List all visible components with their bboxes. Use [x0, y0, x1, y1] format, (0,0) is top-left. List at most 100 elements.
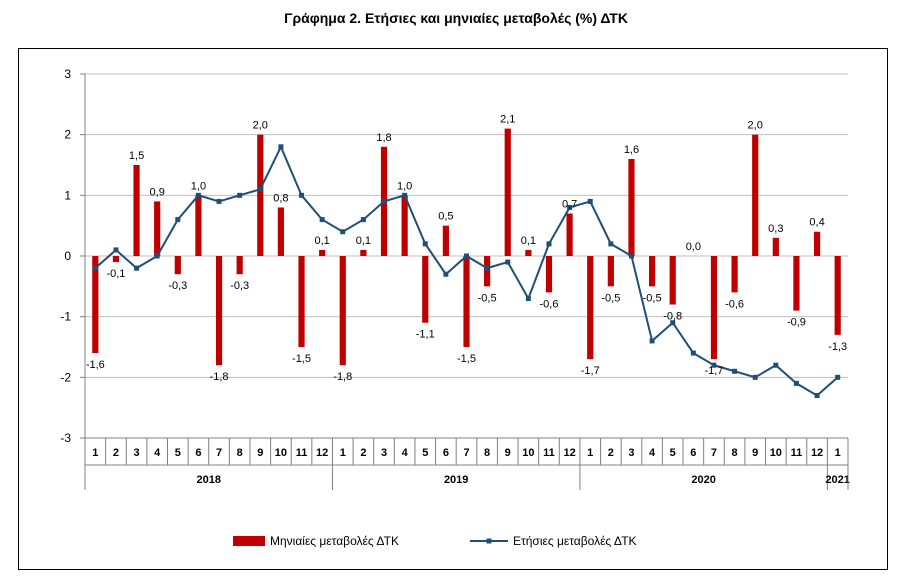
bar	[422, 256, 429, 323]
bar	[195, 195, 202, 256]
bar-data-label: 0,0	[686, 241, 701, 253]
month-label: 11	[791, 447, 803, 459]
line-point	[216, 198, 222, 204]
bar-data-label: -1,8	[210, 371, 229, 383]
month-label: 12	[316, 447, 328, 459]
month-label: 5	[175, 447, 181, 459]
bar	[236, 256, 243, 275]
bar-data-label: 1,0	[191, 180, 206, 192]
bar-data-label: -0,5	[478, 292, 497, 304]
line-point	[546, 241, 552, 247]
line-point	[154, 253, 160, 259]
bar-data-label: 0,5	[438, 211, 453, 223]
bar	[154, 201, 161, 256]
bar	[92, 256, 99, 354]
bar-data-label: -0,8	[663, 311, 682, 323]
bar	[504, 128, 511, 256]
line-point	[484, 265, 490, 271]
bar-data-label: -0,5	[643, 292, 662, 304]
y-tick-label: -1	[60, 310, 71, 324]
bar-data-label: 0,3	[768, 223, 783, 235]
month-label: 1	[92, 447, 98, 459]
bar-data-label: 0,9	[150, 186, 165, 198]
month-label: 11	[543, 447, 555, 459]
month-label: 8	[732, 447, 738, 459]
year-label: 2019	[444, 474, 468, 486]
bar-data-label: 0,4	[809, 217, 824, 229]
month-label: 2	[113, 447, 119, 459]
line-point	[567, 204, 573, 210]
bar-data-label: -1,6	[86, 359, 105, 371]
y-tick-label: -2	[60, 370, 71, 384]
bar	[731, 256, 738, 293]
month-label: 1	[587, 447, 593, 459]
legend-line-label: Ετήσιες μεταβολές ΔΤΚ	[513, 534, 637, 548]
bar	[793, 256, 800, 311]
line-point	[340, 229, 346, 235]
month-label: 7	[216, 447, 222, 459]
month-label: 3	[133, 447, 139, 459]
line-point	[732, 368, 738, 374]
bar-data-label: -0,1	[106, 268, 125, 280]
month-label: 10	[275, 447, 287, 459]
y-tick-label: 3	[64, 67, 71, 81]
bar-data-label: -0,3	[230, 280, 249, 292]
line-point	[793, 380, 799, 386]
bar	[813, 231, 821, 256]
bar-data-label: -1,7	[704, 365, 723, 377]
line-point	[402, 192, 408, 198]
line-point	[319, 217, 325, 223]
bar-data-label: -0,9	[787, 317, 806, 329]
month-label: 6	[690, 447, 696, 459]
bar	[669, 256, 676, 305]
bar	[277, 207, 284, 256]
bar-data-label: 0,1	[356, 235, 371, 247]
line-point	[299, 192, 305, 198]
bar-data-label: 1,0	[397, 180, 412, 192]
legend-bar-label: Μηνιαίες μεταβολές ΔΤΚ	[270, 534, 399, 548]
chart-title: Γράφημα 2. Ετήσιες και μηνιαίες μεταβολέ…	[284, 10, 628, 26]
month-label: 2	[608, 447, 614, 459]
bar	[649, 256, 656, 287]
month-label: 7	[711, 447, 717, 459]
bar-data-label: 0,1	[521, 235, 536, 247]
line-point	[464, 253, 469, 259]
month-label: 6	[195, 447, 201, 459]
year-label: 2018	[196, 474, 220, 486]
line-point	[422, 241, 428, 247]
month-label: 12	[811, 447, 823, 459]
bar	[112, 256, 120, 263]
month-label: 2	[360, 447, 366, 459]
y-tick-label: 0	[64, 249, 71, 263]
line-point	[381, 198, 387, 204]
bar	[339, 256, 346, 366]
bar	[710, 256, 718, 360]
month-label: 8	[237, 447, 243, 459]
month-label: 10	[522, 447, 534, 459]
bar-data-label: -0,6	[725, 298, 744, 310]
bar	[360, 249, 367, 256]
month-label: 1	[340, 447, 346, 459]
bar-data-label: -1,1	[416, 329, 435, 341]
bar-data-label: 2,0	[253, 120, 268, 132]
line-point	[690, 350, 696, 356]
bar-data-label: 0,8	[273, 192, 288, 204]
bar	[215, 256, 223, 366]
bar-data-label: -0,6	[540, 298, 559, 310]
bar	[545, 256, 553, 293]
chart-frame	[18, 48, 888, 570]
bar	[298, 256, 305, 347]
month-label: 10	[770, 447, 782, 459]
line-point	[113, 247, 119, 253]
bar	[628, 158, 635, 256]
month-label: 7	[463, 447, 469, 459]
line-point	[814, 393, 820, 399]
month-label: 11	[296, 447, 308, 459]
line-point	[587, 198, 593, 204]
bar	[401, 195, 408, 256]
y-tick-label: -3	[60, 431, 71, 445]
month-label: 5	[422, 447, 428, 459]
line-point	[237, 192, 243, 198]
bar-data-label: -1,8	[333, 371, 352, 383]
